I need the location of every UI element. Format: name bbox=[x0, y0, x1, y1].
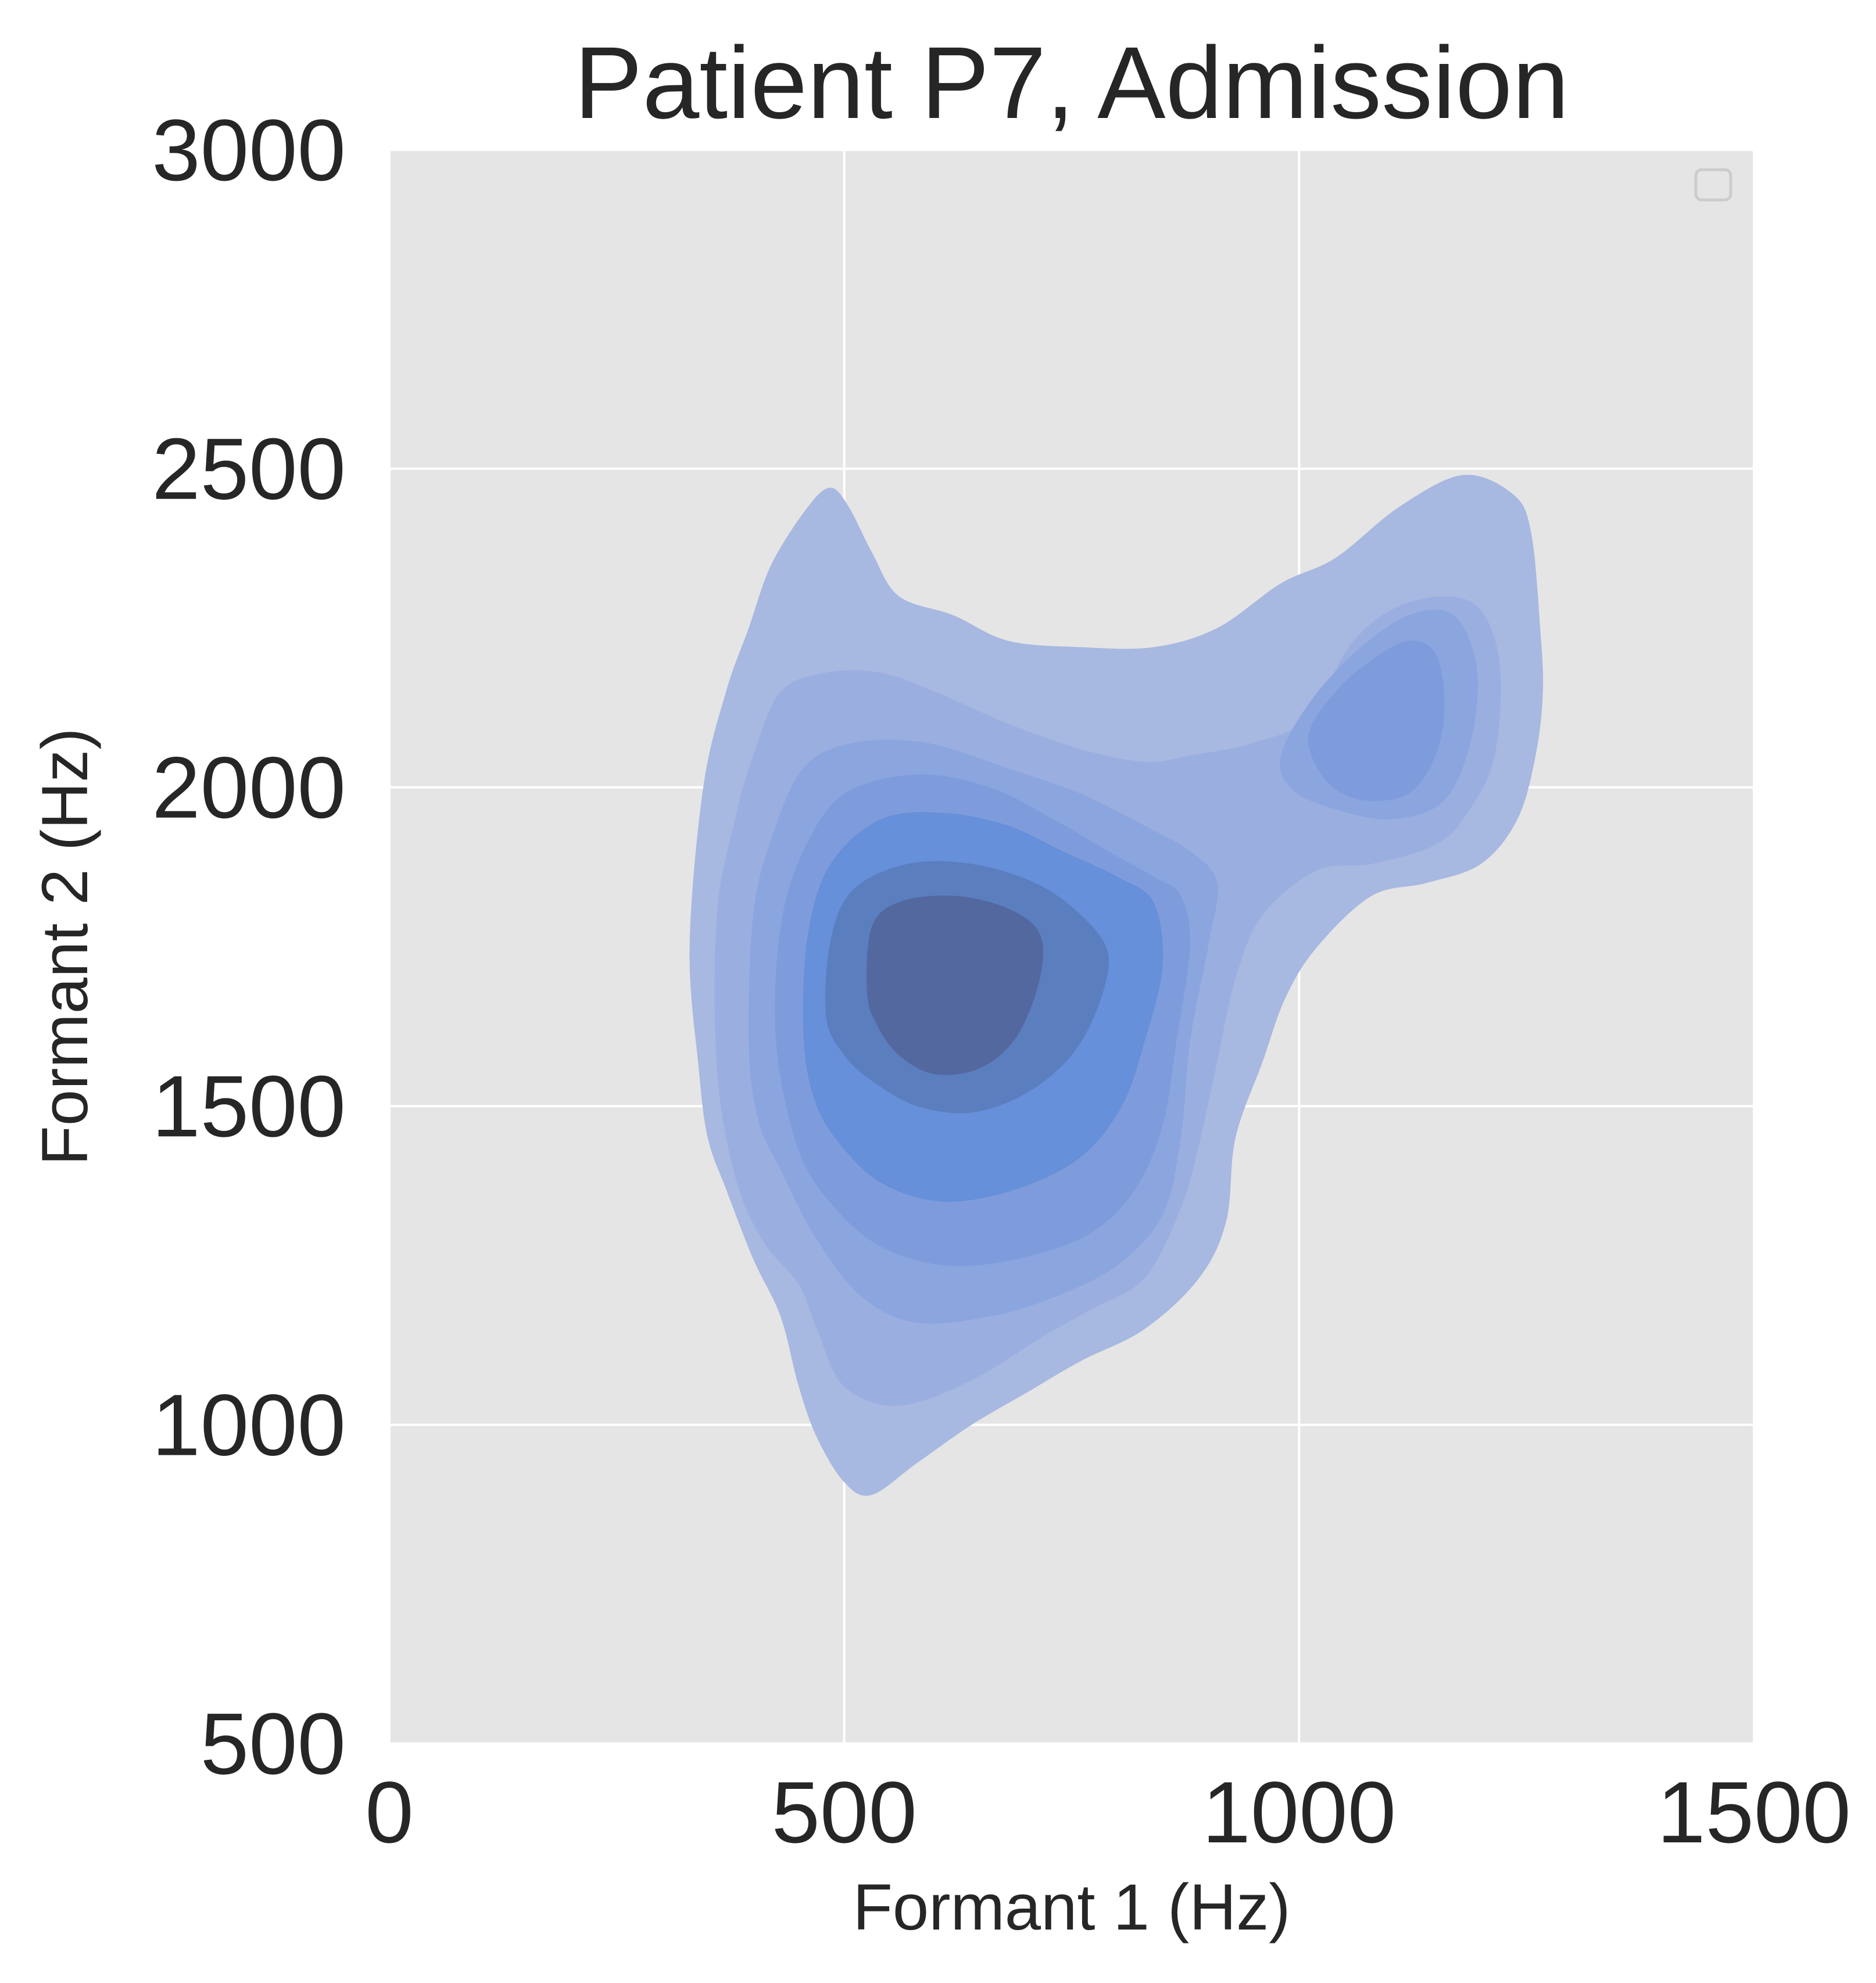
x-tick-label: 0 bbox=[365, 1763, 413, 1861]
x-tick-label: 500 bbox=[772, 1763, 917, 1861]
contour-level-7 bbox=[867, 895, 1044, 1075]
legend-box bbox=[1694, 168, 1732, 202]
chart-title: Patient P7, Admission bbox=[574, 26, 1569, 140]
y-tick-label: 1500 bbox=[152, 1057, 346, 1155]
y-tick-label: 3000 bbox=[152, 101, 346, 199]
legend bbox=[1694, 168, 1732, 202]
y-tick-label: 500 bbox=[201, 1695, 346, 1792]
y-tick-label: 2000 bbox=[152, 739, 346, 836]
x-tick-label: 1500 bbox=[1657, 1763, 1851, 1861]
contour-level-4 bbox=[1308, 640, 1445, 801]
density-contours bbox=[689, 474, 1544, 1496]
y-tick-label: 1000 bbox=[152, 1376, 346, 1474]
x-tick-label: 1000 bbox=[1202, 1763, 1396, 1861]
x-axis-label: Formant 1 (Hz) bbox=[853, 1871, 1291, 1943]
y-tick-label: 2500 bbox=[152, 420, 346, 517]
y-axis-label: Formant 2 (Hz) bbox=[28, 728, 101, 1166]
